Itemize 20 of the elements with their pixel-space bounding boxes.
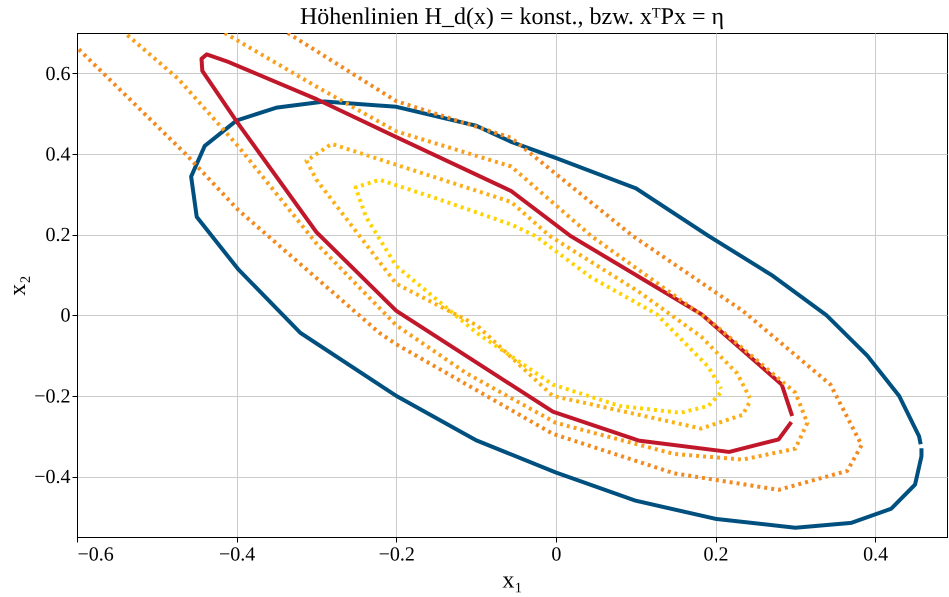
chart-title: Höhenlinien H_d(x) = konst., bzw. xᵀPx = η <box>300 4 724 30</box>
y-tick-label: 0.2 <box>46 224 70 246</box>
line-series <box>189 100 924 530</box>
line-series <box>200 52 794 454</box>
y-tick-label: 0.4 <box>46 143 70 166</box>
line-series <box>304 142 752 431</box>
line-series <box>354 178 724 415</box>
x-tick-label: −0.4 <box>218 544 256 566</box>
y-axis-title: x₂ <box>5 275 32 296</box>
y-tick-label: −0.4 <box>34 466 70 488</box>
x-tick-label: −0.6 <box>78 544 114 566</box>
x-axis-title: x₁ <box>502 568 523 594</box>
y-tick-label: 0.6 <box>46 62 70 85</box>
x-tick-label: −0.2 <box>378 544 415 566</box>
y-tick-label: −0.2 <box>34 385 70 408</box>
y-tick-label: 0 <box>60 304 70 327</box>
x-tick-label: 0.2 <box>704 544 729 566</box>
x-tick-label: 0.4 <box>863 544 888 566</box>
x-tick-label: 0 <box>551 544 562 566</box>
line-series <box>77 33 864 492</box>
